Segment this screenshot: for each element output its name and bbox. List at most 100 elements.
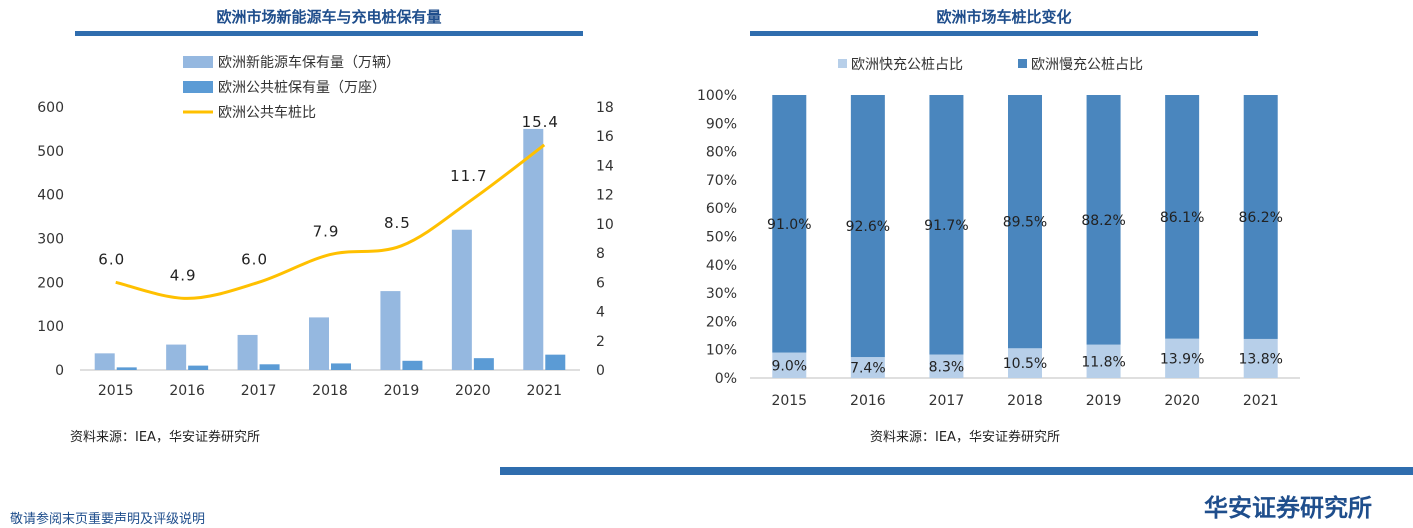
- right-y2-tick-label: 14: [596, 158, 614, 174]
- legend-label: 欧洲公共桩保有量（万座）: [218, 79, 386, 96]
- charger-stock-bar: [331, 363, 351, 370]
- x-tick-label: 2020: [1164, 393, 1200, 409]
- left-chart: 0 100 200 300 400 500 600 0 2 4 6 8 10 12 14 16 18 2015 20…: [37, 54, 614, 399]
- x-tick-label: 2017: [241, 383, 277, 399]
- charger-stock-bar: [402, 360, 423, 370]
- ratio-data-label: 15.4: [522, 113, 559, 131]
- left-y-tick-label: 200: [37, 275, 64, 291]
- ratio-data-label: 11.7: [450, 167, 487, 185]
- fast-share-data-label: 13.8%: [1238, 351, 1282, 367]
- slow-share-data-label: 86.2%: [1238, 210, 1282, 226]
- left-y-tick-label: 400: [37, 188, 64, 204]
- right-y2-tick-label: 2: [596, 334, 605, 350]
- left-y-tick-label: 600: [37, 100, 64, 116]
- fast-charger-share-bar: [1165, 338, 1200, 378]
- fast-share-data-label: 10.5%: [1003, 356, 1047, 372]
- x-tick-label: 2020: [455, 383, 491, 399]
- ev-stock-bar: [166, 344, 187, 370]
- right-y-tick-label: 90%: [706, 116, 737, 132]
- fast-charger-share-bar: [772, 352, 807, 378]
- fast-charger-share-bar: [1008, 348, 1042, 378]
- left-source-note: 资料来源：IEA，华安证券研究所: [70, 430, 260, 445]
- legend-label: 欧洲公共车桩比: [218, 104, 316, 121]
- right-y2-tick-label: 12: [596, 188, 614, 204]
- left-chart-title: 欧洲市场新能源车与充电桩保有量: [216, 8, 442, 26]
- x-tick-label: 2015: [771, 393, 807, 409]
- legend-label: 欧洲慢充公桩占比: [1031, 56, 1143, 73]
- ev-stock-bar: [380, 291, 401, 370]
- x-tick-label: 2015: [98, 383, 134, 399]
- x-tick-label: 2018: [1007, 393, 1043, 409]
- right-y-tick-label: 10%: [706, 343, 737, 359]
- right-y-tick-label: 20%: [706, 314, 737, 330]
- ev-stock-bar: [94, 353, 115, 370]
- ratio-data-label: 6.0: [241, 250, 268, 268]
- right-chart-title: 欧洲市场车桩比变化: [936, 8, 1072, 26]
- ratio-data-label: 6.0: [98, 250, 125, 268]
- slow-share-data-label: 86.1%: [1160, 210, 1204, 226]
- left-y-tick-label: 0: [55, 363, 64, 379]
- fast-share-data-label: 9.0%: [771, 358, 807, 374]
- slow-charger-share-bar: [1008, 95, 1042, 349]
- x-tick-label: 2017: [929, 393, 965, 409]
- slow-share-data-label: 91.7%: [924, 218, 968, 234]
- right-y-tick-label: 100%: [697, 88, 737, 104]
- right-source-note: 资料来源：IEA，华安证券研究所: [870, 430, 1060, 445]
- brand-logo-text: 华安证券研究所: [1204, 494, 1372, 522]
- legend-swatch: [1018, 59, 1027, 68]
- fast-charger-share-bar: [850, 357, 885, 378]
- disclaimer-link[interactable]: 敬请参阅末页重要声明及评级说明: [10, 512, 206, 527]
- right-y2-tick-label: 18: [596, 100, 614, 116]
- right-y-tick-label: 40%: [706, 258, 737, 274]
- legend-swatch: [183, 56, 213, 68]
- legend-swatch: [183, 81, 213, 93]
- left-y-tick-label: 100: [37, 319, 64, 335]
- slow-share-data-label: 89.5%: [1003, 215, 1047, 231]
- slow-charger-share-bar: [1086, 95, 1121, 345]
- slow-charger-share-bar: [1243, 95, 1278, 339]
- fast-share-data-label: 7.4%: [850, 361, 886, 377]
- charger-stock-bar: [188, 365, 209, 370]
- right-y-tick-label: 70%: [706, 173, 737, 189]
- legend-label: 欧洲快充公桩占比: [851, 56, 963, 73]
- right-y-tick-label: 0%: [715, 371, 737, 387]
- slow-charger-share-bar: [850, 95, 885, 358]
- fast-share-data-label: 11.8%: [1081, 354, 1125, 370]
- legend-label: 欧洲新能源车保有量（万辆）: [218, 54, 400, 71]
- x-tick-label: 2019: [384, 383, 420, 399]
- charger-stock-bar: [116, 367, 137, 370]
- right-y-tick-label: 80%: [706, 145, 737, 161]
- slow-charger-share-bar: [772, 95, 807, 353]
- right-y2-tick-label: 8: [596, 246, 605, 262]
- x-tick-label: 2021: [1243, 393, 1279, 409]
- slow-charger-share-bar: [1165, 95, 1200, 339]
- x-tick-label: 2019: [1086, 393, 1122, 409]
- charger-stock-bar: [473, 358, 494, 370]
- right-title-rule: [750, 31, 1258, 36]
- charger-stock-bar: [259, 364, 280, 370]
- vehicle-charger-ratio-line: [115, 143, 546, 300]
- charger-stock-bar: [545, 354, 566, 370]
- left-y-tick-label: 300: [37, 232, 64, 248]
- right-y2-tick-label: 4: [596, 305, 605, 321]
- fast-charger-share-bar: [1086, 344, 1121, 378]
- right-y2-tick-label: 10: [596, 217, 614, 233]
- ev-stock-bar: [309, 317, 329, 370]
- fast-charger-share-bar: [1243, 338, 1278, 378]
- x-tick-label: 2018: [312, 383, 348, 399]
- footer-rule: [500, 467, 1413, 475]
- ratio-data-label: 4.9: [170, 266, 197, 284]
- left-title-rule: [75, 31, 583, 36]
- right-y2-tick-label: 16: [596, 129, 614, 145]
- slow-share-data-label: 91.0%: [767, 217, 811, 233]
- legend-swatch: [838, 59, 847, 68]
- right-y-tick-label: 60%: [706, 201, 737, 217]
- x-tick-label: 2016: [850, 393, 886, 409]
- ev-stock-bar: [237, 334, 258, 370]
- fast-charger-share-bar: [929, 354, 964, 378]
- slow-share-data-label: 88.2%: [1081, 213, 1125, 229]
- right-y2-tick-label: 6: [596, 275, 605, 291]
- right-chart: 0% 10% 20% 30% 40% 50% 60% 70% 80% 90% 100% 2015 201…: [697, 56, 1300, 409]
- fast-share-data-label: 8.3%: [929, 359, 965, 375]
- right-y-tick-label: 50%: [706, 230, 737, 246]
